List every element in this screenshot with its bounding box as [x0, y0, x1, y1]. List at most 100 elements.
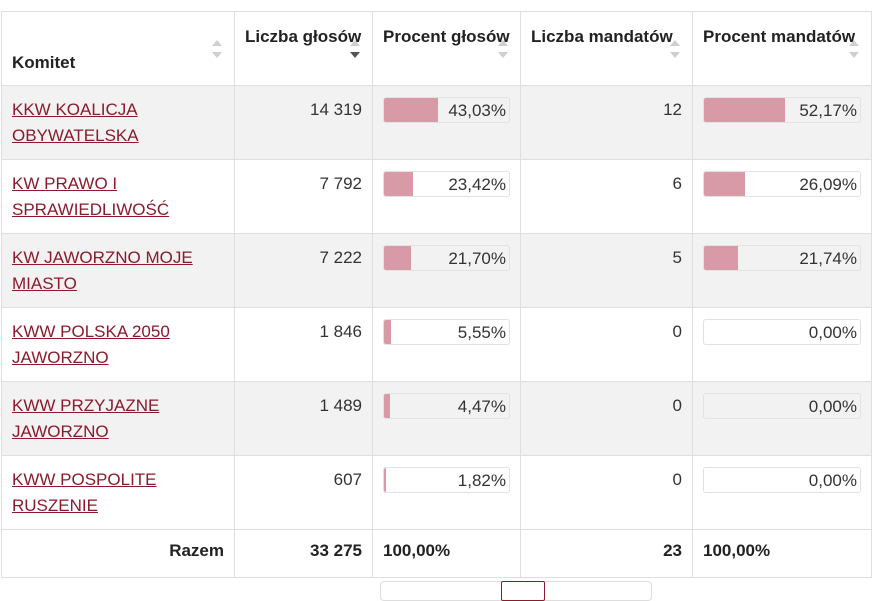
committee-link[interactable]: KWW PRZYJAZNE JAWORZNO — [12, 396, 160, 441]
pagination — [380, 581, 652, 601]
votes-percent-cell: 43,03% — [372, 85, 521, 160]
votes-percent-bar: 21,70% — [383, 245, 510, 271]
votes-percent-bar-fill — [384, 172, 414, 196]
header-votes-percent[interactable]: Procent głosów — [372, 11, 521, 86]
seats-percent-bar: 0,00% — [703, 319, 861, 345]
total-votes-percent: 100,00% — [372, 529, 521, 578]
votes-percent-value: 5,55% — [457, 323, 506, 342]
seats-percent-bar: 0,00% — [703, 467, 861, 493]
total-label: Razem — [1, 529, 235, 578]
table-header-row: Komitet Liczba głosów Procent głosów Lic… — [1, 11, 872, 86]
table-row: KW JAWORZNO MOJE MIASTO 7 222 21,70% 5 2… — [1, 233, 872, 308]
header-seats-count[interactable]: Liczba mandatów — [520, 11, 693, 86]
seats-percent-value: 0,00% — [808, 471, 857, 490]
table-row: KWW PRZYJAZNE JAWORZNO 1 489 4,47% 0 0,0… — [1, 381, 872, 456]
seats-percent-cell: 26,09% — [692, 159, 872, 234]
votes-percent-bar-fill — [384, 98, 438, 122]
committee-link[interactable]: KWW POSPOLITE RUSZENIE — [12, 470, 157, 515]
seats-percent-bar-fill — [704, 98, 786, 122]
total-seats-percent: 100,00% — [692, 529, 872, 578]
votes-percent-bar: 43,03% — [383, 97, 510, 123]
committee-cell: KKW KOALICJA OBYWATELSKA — [1, 85, 235, 160]
header-votes-count-label: Liczba głosów — [245, 27, 362, 46]
sort-icon[interactable] — [212, 40, 222, 62]
committee-link[interactable]: KW PRAWO I SPRAWIEDLIWOŚĆ — [12, 174, 170, 219]
committee-cell: KWW POLSKA 2050 JAWORZNO — [1, 307, 235, 382]
seats-percent-cell: 0,00% — [692, 381, 872, 456]
seats-percent-value: 26,09% — [799, 175, 857, 194]
seats-cell: 0 — [520, 307, 693, 382]
votes-cell: 1 846 — [234, 307, 373, 382]
votes-percent-value: 43,03% — [448, 101, 506, 120]
votes-percent-cell: 1,82% — [372, 455, 521, 530]
committee-link[interactable]: KWW POLSKA 2050 JAWORZNO — [12, 322, 170, 367]
seats-percent-bar: 52,17% — [703, 97, 861, 123]
table-footer-row: Razem 33 275 100,00% 23 100,00% — [1, 529, 872, 578]
votes-percent-bar-fill — [384, 394, 390, 418]
header-committee[interactable]: Komitet — [1, 11, 235, 86]
total-votes: 33 275 — [234, 529, 373, 578]
votes-percent-cell: 5,55% — [372, 307, 521, 382]
sort-descending-icon[interactable] — [350, 40, 360, 62]
seats-percent-cell: 0,00% — [692, 307, 872, 382]
seats-percent-bar-fill — [704, 172, 745, 196]
table-row: KWW POSPOLITE RUSZENIE 607 1,82% 0 0,00% — [1, 455, 872, 530]
votes-percent-bar-fill — [384, 468, 387, 492]
header-seats-percent[interactable]: Procent mandatów — [692, 11, 872, 86]
seats-percent-bar: 26,09% — [703, 171, 861, 197]
votes-percent-cell: 4,47% — [372, 381, 521, 456]
seats-cell: 5 — [520, 233, 693, 308]
committee-cell: KWW POSPOLITE RUSZENIE — [1, 455, 235, 530]
seats-percent-cell: 0,00% — [692, 455, 872, 530]
votes-percent-bar-fill — [384, 320, 391, 344]
votes-percent-value: 1,82% — [457, 471, 506, 490]
committee-link[interactable]: KKW KOALICJA OBYWATELSKA — [12, 100, 139, 145]
votes-percent-cell: 21,70% — [372, 233, 521, 308]
total-seats: 23 — [520, 529, 693, 578]
committee-cell: KW JAWORZNO MOJE MIASTO — [1, 233, 235, 308]
seats-percent-bar: 21,74% — [703, 245, 861, 271]
table-row: KW PRAWO I SPRAWIEDLIWOŚĆ 7 792 23,42% 6… — [1, 159, 872, 234]
table-row: KWW POLSKA 2050 JAWORZNO 1 846 5,55% 0 0… — [1, 307, 872, 382]
header-committee-label: Komitet — [12, 53, 76, 72]
votes-percent-value: 23,42% — [448, 175, 506, 194]
header-seats-count-label: Liczba mandatów — [531, 27, 673, 46]
seats-percent-cell: 21,74% — [692, 233, 872, 308]
votes-percent-bar: 23,42% — [383, 171, 510, 197]
votes-cell: 14 319 — [234, 85, 373, 160]
results-table-container: Komitet Liczba głosów Procent głosów Lic… — [1, 11, 872, 578]
seats-percent-value: 21,74% — [799, 249, 857, 268]
seats-percent-bar: 0,00% — [703, 393, 861, 419]
pagination-active-page[interactable] — [501, 581, 545, 601]
votes-cell: 7 792 — [234, 159, 373, 234]
votes-percent-bar-fill — [384, 246, 412, 270]
votes-percent-bar: 5,55% — [383, 319, 510, 345]
seats-percent-cell: 52,17% — [692, 85, 872, 160]
votes-percent-cell: 23,42% — [372, 159, 521, 234]
sort-icon[interactable] — [670, 40, 680, 62]
seats-percent-value: 0,00% — [808, 397, 857, 416]
header-seats-percent-label: Procent mandatów — [703, 27, 856, 46]
committee-cell: KWW PRZYJAZNE JAWORZNO — [1, 381, 235, 456]
table-row: KKW KOALICJA OBYWATELSKA 14 319 43,03% 1… — [1, 85, 872, 160]
votes-percent-value: 21,70% — [448, 249, 506, 268]
seats-percent-value: 0,00% — [808, 323, 857, 342]
header-votes-count[interactable]: Liczba głosów — [234, 11, 373, 86]
seats-percent-value: 52,17% — [799, 101, 857, 120]
seats-percent-bar-fill — [704, 246, 738, 270]
committee-link[interactable]: KW JAWORZNO MOJE MIASTO — [12, 248, 193, 293]
sort-icon[interactable] — [849, 40, 859, 62]
seats-cell: 0 — [520, 381, 693, 456]
results-table: Komitet Liczba głosów Procent głosów Lic… — [1, 11, 872, 578]
seats-cell: 0 — [520, 455, 693, 530]
votes-cell: 7 222 — [234, 233, 373, 308]
votes-cell: 1 489 — [234, 381, 373, 456]
header-votes-percent-label: Procent głosów — [383, 27, 510, 46]
committee-cell: KW PRAWO I SPRAWIEDLIWOŚĆ — [1, 159, 235, 234]
sort-icon[interactable] — [498, 40, 508, 62]
votes-percent-value: 4,47% — [457, 397, 506, 416]
votes-cell: 607 — [234, 455, 373, 530]
votes-percent-bar: 1,82% — [383, 467, 510, 493]
votes-percent-bar: 4,47% — [383, 393, 510, 419]
seats-cell: 12 — [520, 85, 693, 160]
